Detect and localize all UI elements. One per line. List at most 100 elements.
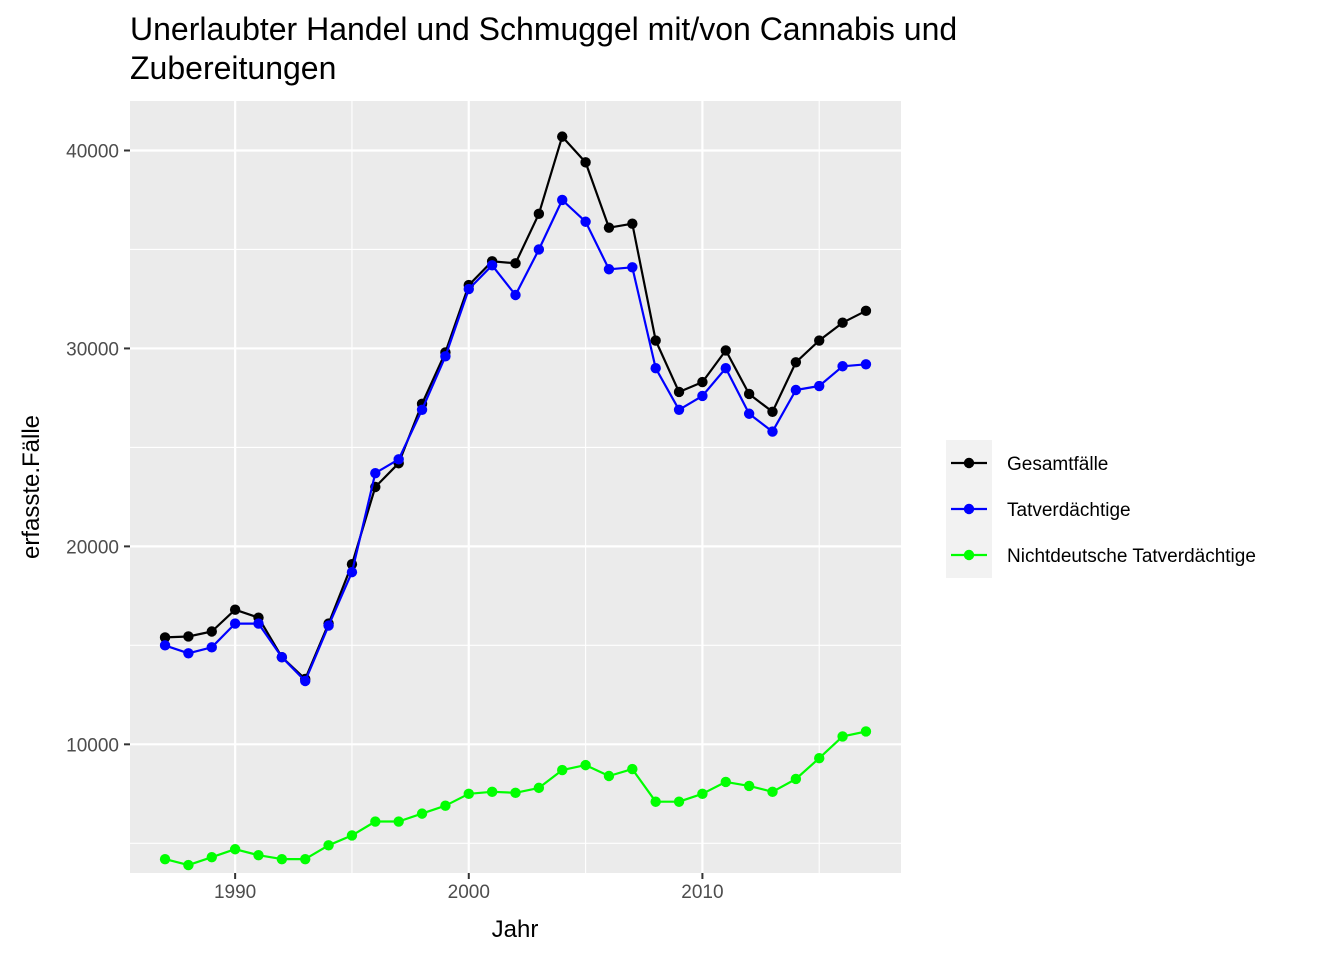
legend-key-point-gesamtf-lle (963, 457, 975, 469)
data-point-tatverd-chtige (790, 384, 802, 396)
data-point-gesamtf-lle (159, 632, 171, 643)
data-point-nichtdeutsche-tatverd-chtige (346, 830, 358, 841)
data-point-nichtdeutsche-tatverd-chtige (416, 808, 428, 819)
y-tick-label: 10000 (66, 735, 119, 756)
data-point-nichtdeutsche-tatverd-chtige (463, 788, 474, 800)
plot-panel (130, 101, 901, 873)
data-point-tatverd-chtige (837, 361, 848, 372)
data-point-tatverd-chtige (229, 618, 241, 629)
data-point-gesamtf-lle (790, 357, 802, 368)
data-point-gesamtf-lle (860, 305, 872, 317)
data-point-nichtdeutsche-tatverd-chtige (697, 788, 708, 800)
data-point-nichtdeutsche-tatverd-chtige (300, 853, 311, 865)
y-axis: 10000 20000 30000 40000 (66, 141, 130, 756)
data-point-tatverd-chtige (860, 359, 872, 370)
legend-label-gesamtf-lle: Gesamtfälle (1007, 454, 1108, 475)
data-point-nichtdeutsche-tatverd-chtige (393, 816, 404, 827)
data-point-tatverd-chtige (743, 408, 755, 419)
data-point-tatverd-chtige (253, 618, 264, 629)
data-point-tatverd-chtige (510, 289, 521, 301)
data-point-gesamtf-lle (767, 406, 778, 417)
data-point-nichtdeutsche-tatverd-chtige (720, 776, 731, 788)
data-point-nichtdeutsche-tatverd-chtige (557, 764, 568, 776)
data-point-nichtdeutsche-tatverd-chtige (837, 731, 848, 742)
data-point-tatverd-chtige (440, 351, 451, 362)
data-point-tatverd-chtige (183, 648, 194, 659)
data-point-tatverd-chtige (603, 264, 615, 275)
data-point-tatverd-chtige (393, 454, 404, 465)
y-tick-label: 40000 (66, 141, 119, 162)
data-point-gesamtf-lle (510, 258, 521, 269)
data-point-gesamtf-lle (183, 631, 194, 642)
data-point-gesamtf-lle (673, 386, 685, 398)
data-point-gesamtf-lle (650, 335, 661, 346)
data-point-gesamtf-lle (837, 317, 848, 328)
data-point-gesamtf-lle (533, 208, 545, 220)
data-point-gesamtf-lle (580, 157, 591, 168)
data-point-nichtdeutsche-tatverd-chtige (183, 859, 194, 871)
data-point-tatverd-chtige (720, 363, 731, 374)
data-point-tatverd-chtige (206, 642, 217, 653)
data-point-gesamtf-lle (603, 222, 615, 233)
data-point-gesamtf-lle (557, 131, 568, 142)
data-point-nichtdeutsche-tatverd-chtige (486, 786, 498, 798)
y-tick-label: 30000 (66, 339, 119, 360)
data-point-gesamtf-lle (743, 388, 755, 400)
data-point-nichtdeutsche-tatverd-chtige (860, 726, 872, 737)
data-point-tatverd-chtige (533, 244, 545, 255)
data-point-gesamtf-lle (627, 218, 638, 229)
data-point-nichtdeutsche-tatverd-chtige (159, 853, 171, 865)
data-point-nichtdeutsche-tatverd-chtige (673, 796, 685, 807)
data-point-tatverd-chtige (557, 194, 568, 206)
data-point-tatverd-chtige (627, 262, 638, 273)
data-point-gesamtf-lle (229, 604, 241, 615)
legend-label-nichtdeutsche-tatverd-chtige: Nichtdeutsche Tatverdächtige (1007, 546, 1256, 567)
data-point-gesamtf-lle (720, 345, 731, 356)
data-point-nichtdeutsche-tatverd-chtige (276, 853, 288, 865)
data-point-tatverd-chtige (276, 652, 288, 663)
data-point-tatverd-chtige (767, 426, 778, 437)
data-point-nichtdeutsche-tatverd-chtige (743, 780, 755, 792)
legend-key-point-tatverd-chtige (963, 503, 975, 515)
data-point-nichtdeutsche-tatverd-chtige (253, 849, 264, 861)
y-tick-label: 20000 (66, 537, 119, 558)
legend-label-tatverd-chtige: Tatverdächtige (1007, 500, 1131, 521)
x-axis: 1990 2000 2010 (214, 873, 724, 903)
data-point-nichtdeutsche-tatverd-chtige (790, 773, 802, 785)
chart-title-line-1: Unerlaubter Handel und Schmuggel mit/von… (130, 11, 957, 47)
data-point-tatverd-chtige (814, 380, 825, 392)
data-point-tatverd-chtige (697, 390, 708, 402)
data-point-nichtdeutsche-tatverd-chtige (206, 851, 217, 863)
data-point-nichtdeutsche-tatverd-chtige (323, 840, 334, 851)
data-point-gesamtf-lle (814, 335, 825, 346)
data-point-tatverd-chtige (650, 363, 661, 374)
x-tick-label: 2010 (681, 882, 723, 903)
data-point-tatverd-chtige (580, 216, 591, 227)
data-point-nichtdeutsche-tatverd-chtige (814, 752, 825, 764)
x-tick-label: 1990 (214, 882, 256, 903)
legend-key-point-nichtdeutsche-tatverd-chtige (963, 549, 975, 561)
data-point-nichtdeutsche-tatverd-chtige (603, 770, 615, 782)
data-point-nichtdeutsche-tatverd-chtige (533, 782, 545, 794)
grid-minor (130, 101, 901, 873)
chart-title-line-2: Zubereitungen (130, 50, 336, 86)
data-point-tatverd-chtige (159, 640, 171, 651)
legend: Gesamtfälle Tatverdächtige Nichtdeutsche T… (946, 440, 1256, 578)
data-point-tatverd-chtige (486, 260, 498, 271)
data-point-tatverd-chtige (300, 675, 311, 687)
grid-major (130, 101, 901, 873)
data-point-nichtdeutsche-tatverd-chtige (440, 800, 451, 811)
y-axis-title: erfasste.Fälle (18, 415, 45, 559)
x-tick-label: 2000 (448, 882, 490, 903)
data-point-nichtdeutsche-tatverd-chtige (650, 796, 661, 807)
data-point-nichtdeutsche-tatverd-chtige (370, 816, 381, 827)
data-point-nichtdeutsche-tatverd-chtige (510, 787, 521, 799)
data-point-tatverd-chtige (370, 467, 381, 479)
series-layer (159, 131, 872, 871)
data-point-nichtdeutsche-tatverd-chtige (627, 763, 638, 775)
data-point-gesamtf-lle (206, 626, 217, 637)
data-point-tatverd-chtige (463, 283, 474, 295)
data-point-gesamtf-lle (697, 376, 708, 388)
data-point-tatverd-chtige (346, 566, 358, 578)
data-point-nichtdeutsche-tatverd-chtige (580, 759, 591, 771)
